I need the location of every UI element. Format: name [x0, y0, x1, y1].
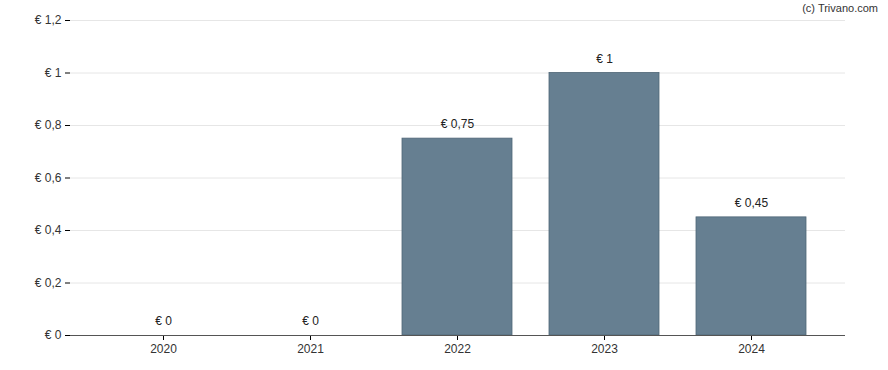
svg-text:€ 0,75: € 0,75 — [441, 117, 475, 131]
svg-text:2022: 2022 — [444, 342, 471, 356]
svg-text:2023: 2023 — [591, 342, 618, 356]
svg-text:€ 0,6: € 0,6 — [35, 171, 62, 185]
svg-text:2024: 2024 — [738, 342, 765, 356]
svg-text:2021: 2021 — [297, 342, 324, 356]
svg-text:€ 1,2: € 1,2 — [35, 13, 62, 27]
svg-text:€ 1: € 1 — [45, 66, 62, 80]
svg-text:€ 0,4: € 0,4 — [35, 223, 62, 237]
svg-text:€ 0,45: € 0,45 — [735, 196, 769, 210]
svg-text:€ 1: € 1 — [596, 52, 613, 66]
svg-text:€ 0: € 0 — [155, 314, 172, 328]
html-text:(c) Trivano.com: (c) Trivano.com — [802, 2, 878, 14]
svg-text:€ 0: € 0 — [45, 328, 62, 342]
svg-text:€ 0,8: € 0,8 — [35, 118, 62, 132]
svg-text:€ 0: € 0 — [302, 314, 319, 328]
svg-text:2020: 2020 — [150, 342, 177, 356]
svg-text:€ 0,2: € 0,2 — [35, 276, 62, 290]
